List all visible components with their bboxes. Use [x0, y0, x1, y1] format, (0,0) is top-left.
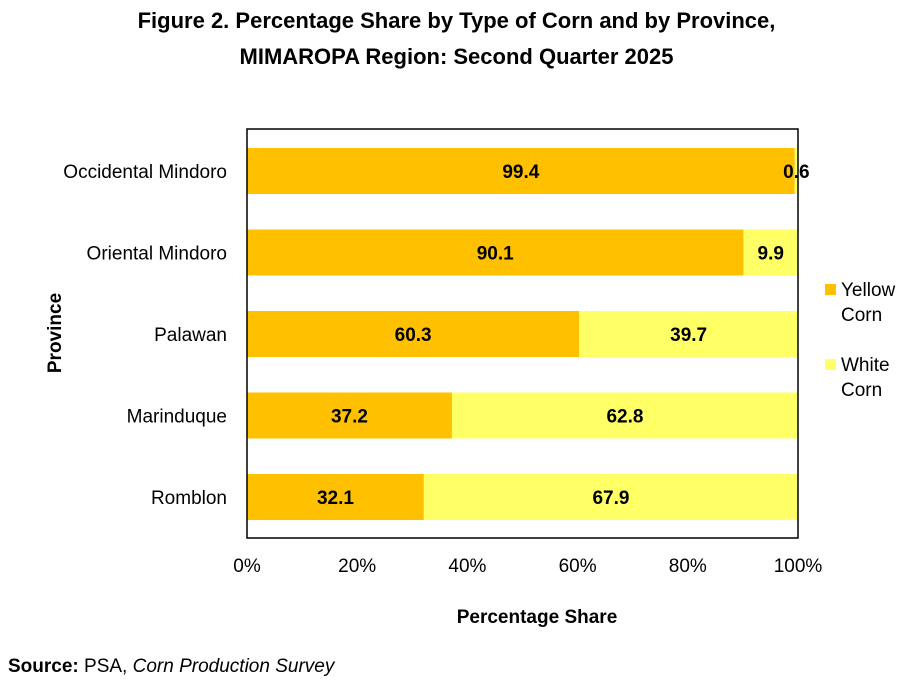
data-labels-layer: 99.4 0.6 90.1 9.9 60.3 39.7 37.2 62.8 32.1 67.9 — [317, 162, 810, 509]
bars-layer — [247, 148, 798, 520]
x-tick-label: 60% — [559, 556, 597, 577]
data-label: 99.4 — [502, 162, 539, 183]
bar-yellow-corn — [247, 474, 424, 520]
legend-label: Yellow — [841, 280, 896, 301]
bar-yellow-corn — [247, 229, 744, 276]
category-label: Oriental Mindoro — [87, 244, 227, 265]
category-label: Occidental Mindoro — [63, 162, 227, 183]
x-axis-title: Percentage Share — [457, 607, 618, 628]
x-axis-tick-labels: 0% 20% 40% 60% 80% 100% — [233, 556, 822, 577]
data-label: 32.1 — [317, 488, 354, 509]
y-axis-title: Province — [45, 293, 66, 373]
source-agency: PSA, — [84, 656, 128, 677]
data-label: 37.2 — [331, 407, 368, 428]
chart-title-line-2: MIMAROPA Region: Second Quarter 2025 — [239, 44, 674, 69]
data-label: 62.8 — [606, 407, 643, 428]
data-label: 67.9 — [592, 488, 629, 509]
bar-yellow-corn — [247, 148, 795, 194]
legend-label: Corn — [841, 380, 882, 401]
x-tick-label: 80% — [669, 556, 707, 577]
x-tick-label: 0% — [233, 556, 261, 577]
category-label: Marinduque — [127, 407, 227, 428]
data-label: 0.6 — [783, 162, 809, 183]
legend-label: Corn — [841, 305, 882, 326]
bar-white-corn — [423, 474, 798, 520]
data-label: 90.1 — [477, 244, 514, 265]
x-tick-label: 40% — [448, 556, 486, 577]
bar-white-corn — [794, 148, 798, 194]
data-label: 60.3 — [395, 325, 432, 346]
data-label: 9.9 — [758, 244, 784, 265]
bar-white-corn — [743, 229, 798, 276]
legend-swatch — [825, 284, 836, 295]
legend: Yellow Corn White Corn — [825, 280, 896, 401]
legend-label: White — [841, 355, 890, 376]
x-tick-label: 20% — [338, 556, 376, 577]
source-note: Source: PSA, Corn Production Survey — [8, 656, 334, 678]
category-axis-labels: Occidental Mindoro Oriental Mindoro Palawa… — [63, 162, 227, 509]
category-label: Romblon — [151, 488, 227, 509]
data-label: 39.7 — [670, 325, 707, 346]
bar-white-corn — [579, 311, 798, 357]
legend-swatch — [825, 359, 836, 370]
x-tick-label: 100% — [774, 556, 823, 577]
plot-area — [246, 128, 799, 539]
source-survey: Corn Production Survey — [132, 656, 335, 677]
chart-title-line-1: Figure 2. Percentage Share by Type of Co… — [137, 8, 776, 33]
bar-yellow-corn — [247, 392, 452, 439]
category-label: Palawan — [154, 325, 227, 346]
source-label: Source: — [8, 656, 79, 677]
bar-yellow-corn — [247, 311, 580, 357]
bar-white-corn — [451, 392, 798, 439]
